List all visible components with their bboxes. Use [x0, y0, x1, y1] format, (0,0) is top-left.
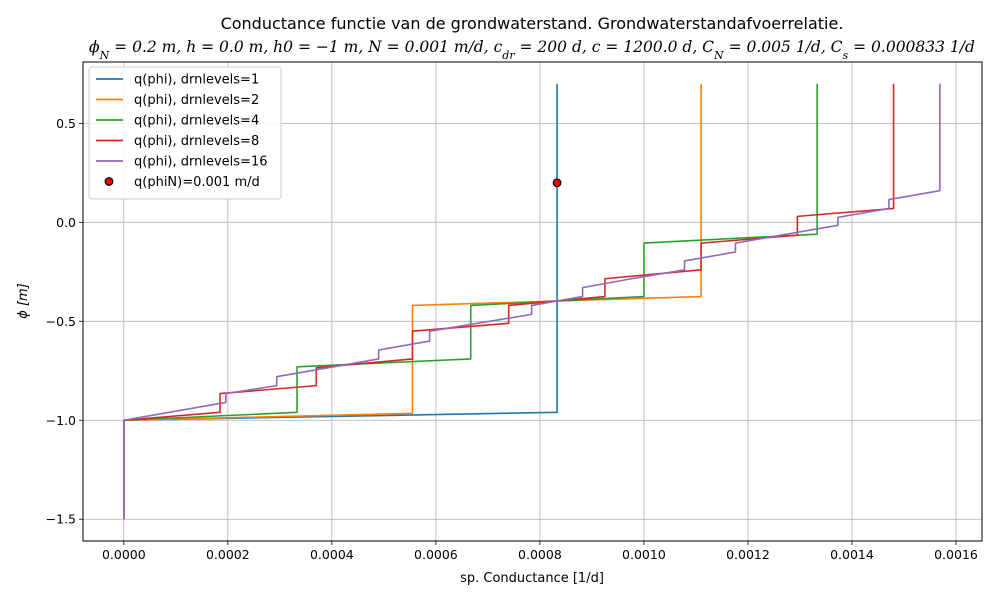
x-tick-label: 0.0010 — [622, 547, 666, 562]
legend: q(phi), drnlevels=1 q(phi), drnlevels=2 q(… — [88, 66, 282, 200]
chart-subtitle: ϕN = 0.2 m, h = 0.0 m, h0 = −1 m, N = 0.… — [89, 38, 975, 62]
x-axis-ticks: 0.0000 0.0002 0.0004 0.0006 0.0008 0.0010 0.00… — [102, 541, 978, 562]
marker-layer — [552, 178, 562, 188]
y-tick-label: −1.0 — [46, 413, 76, 428]
legend-label: q(phi), drnlevels=16 — [134, 155, 268, 170]
y-axis-label: ϕ [m] — [16, 283, 31, 319]
x-tick-label: 0.0002 — [206, 547, 250, 562]
legend-label: q(phi), drnlevels=8 — [134, 134, 259, 149]
y-axis-ticks: −1.5 −1.0 −0.5 0.0 0.5 — [46, 116, 83, 527]
series-line-drnlevels-3 — [123, 83, 818, 520]
subtitle-part: dr — [502, 49, 515, 62]
x-tick-label: 0.0014 — [830, 547, 874, 562]
legend-marker-swatch — [104, 177, 114, 186]
x-tick-label: 0.0012 — [726, 547, 770, 562]
subtitle-part: = 200 d, c = 1200.0 d, C — [515, 38, 715, 56]
phiN-marker — [552, 178, 562, 188]
subtitle-part: ϕ — [89, 38, 100, 56]
series-lines — [123, 83, 941, 520]
subtitle-part: N — [99, 49, 110, 62]
x-tick-label: 0.0000 — [102, 547, 146, 562]
series-line-drnlevels-5 — [123, 83, 941, 520]
subtitle-part: = 0.005 1/d, C — [724, 38, 843, 56]
x-tick-label: 0.0006 — [414, 547, 458, 562]
legend-label: q(phiN)=0.001 m/d — [134, 175, 260, 190]
legend-label: q(phi), drnlevels=4 — [134, 114, 259, 129]
chart-title: Conductance functie van de grondwatersta… — [221, 14, 844, 33]
y-tick-label: −1.5 — [46, 512, 76, 527]
x-tick-label: 0.0004 — [310, 547, 354, 562]
legend-box — [88, 66, 282, 200]
y-tick-label: −0.5 — [46, 314, 76, 329]
legend-label: q(phi), drnlevels=1 — [134, 73, 259, 88]
subtitle-part: N — [713, 49, 724, 62]
x-tick-label: 0.0016 — [934, 547, 978, 562]
plot-frame — [82, 61, 983, 542]
x-tick-label: 0.0008 — [518, 547, 562, 562]
subtitle-part: = 0.000833 1/d — [848, 38, 975, 56]
x-axis-label: sp. Conductance [1/d] — [460, 571, 604, 586]
y-tick-label: 0.0 — [56, 215, 76, 230]
legend-label: q(phi), drnlevels=2 — [134, 93, 259, 108]
subtitle-part: s — [843, 49, 849, 62]
y-tick-label: 0.5 — [56, 116, 76, 131]
subtitle-part: = 0.2 m, h = 0.0 m, h0 = −1 m, N = 0.001… — [109, 38, 502, 56]
